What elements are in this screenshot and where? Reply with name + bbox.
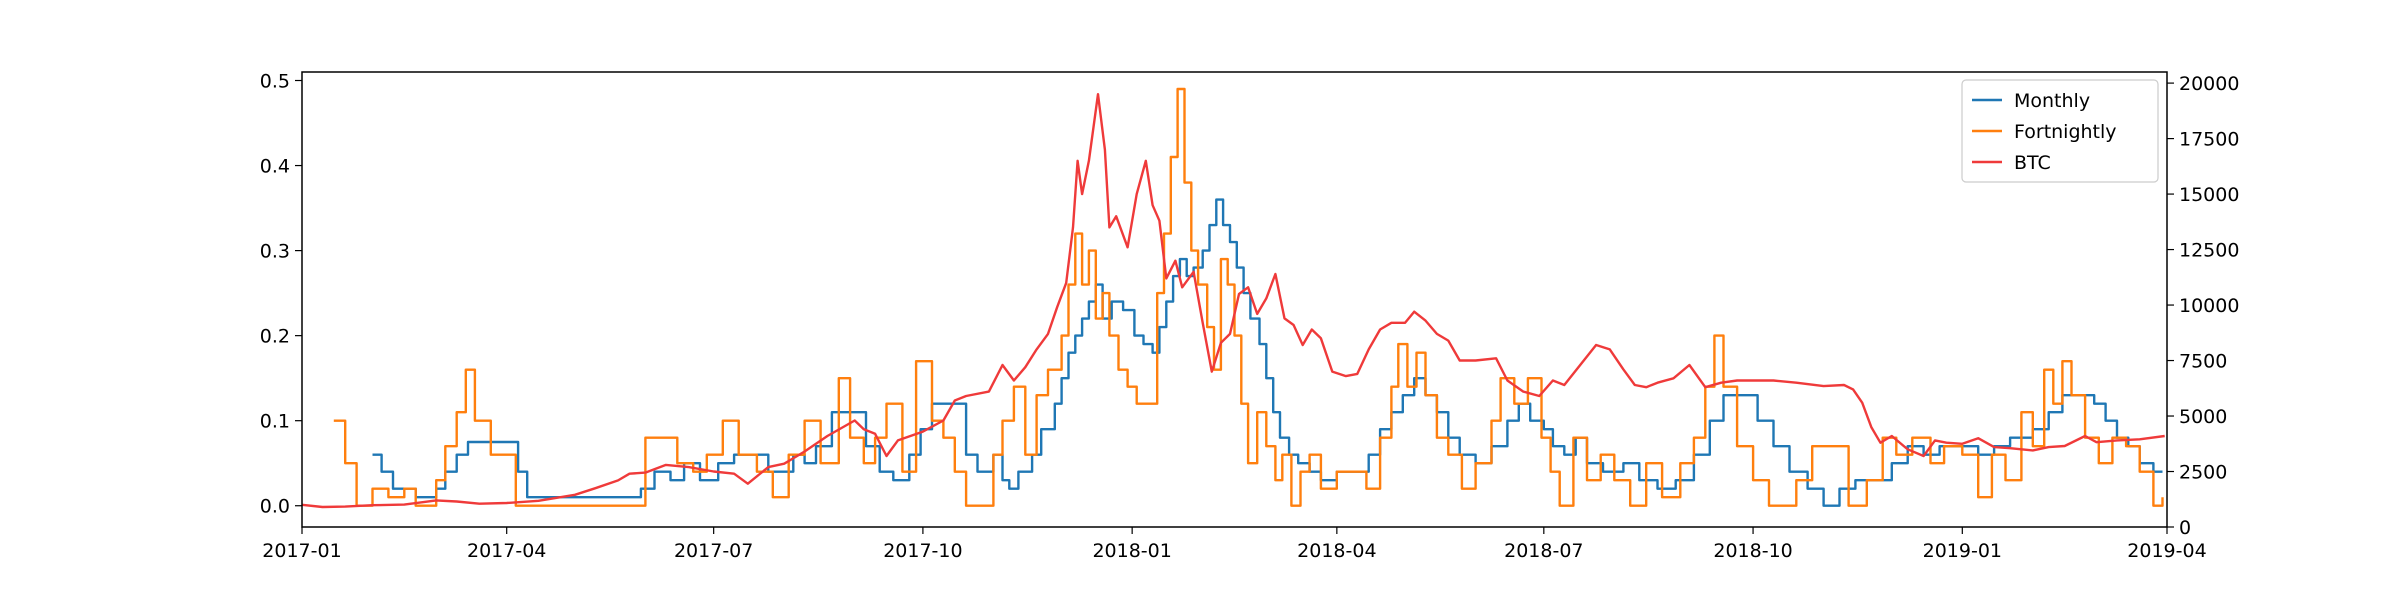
x-tick-label: 2019-01 <box>1923 540 2002 562</box>
series-line-fortnightly <box>333 87 2164 507</box>
y-left-tick-label: 0.3 <box>260 241 290 263</box>
plot-frame <box>301 71 2168 528</box>
legend-box <box>1961 79 2159 183</box>
y-left-tick-label: 0.4 <box>260 156 290 178</box>
series-layer <box>301 87 2165 509</box>
x-tick-label: 2019-04 <box>2127 540 2206 562</box>
y-right-tick-label: 17500 <box>2179 129 2239 151</box>
y-right-tick-label: 10000 <box>2179 295 2239 317</box>
x-tick-label: 2018-07 <box>1504 540 1583 562</box>
y-right-tick-label: 12500 <box>2179 240 2239 262</box>
series-line-btc <box>301 93 2165 509</box>
x-tick-label: 2017-07 <box>674 540 753 562</box>
y-left-tick-label: 0.5 <box>260 71 290 93</box>
legend: Monthly Fortnightly BTC <box>1961 79 2159 183</box>
y-right-tick-label: 2500 <box>2179 462 2227 484</box>
x-axis: 2017-01 2017-04 2017-07 2017-10 2018-01 2018-… <box>262 527 2207 562</box>
y-left-tick-label: 0.0 <box>260 496 290 518</box>
x-tick-label: 2018-01 <box>1092 540 1171 562</box>
x-tick-label: 2017-01 <box>262 540 341 562</box>
x-tick-label: 2018-04 <box>1297 540 1376 562</box>
y-right-tick-label: 5000 <box>2179 406 2227 428</box>
x-tick-label: 2017-04 <box>467 540 546 562</box>
y-right-tick-label: 20000 <box>2179 73 2239 95</box>
y-left-tick-label: 0.1 <box>260 411 290 433</box>
legend-label-btc: BTC <box>2014 152 2051 174</box>
y-right-tick-label: 0 <box>2179 517 2191 539</box>
y-axis-left: 0.0 0.1 0.2 0.3 0.4 0.5 <box>260 71 302 518</box>
y-right-tick-label: 7500 <box>2179 351 2227 373</box>
series-line-monthly <box>372 198 2163 507</box>
y-axis-right: 0 2500 5000 7500 10000 12500 15000 17500 20000 <box>2167 73 2239 539</box>
legend-label-fortnightly: Fortnightly <box>2014 121 2117 143</box>
x-tick-label: 2018-10 <box>1713 540 1792 562</box>
legend-label-monthly: Monthly <box>2014 90 2090 112</box>
y-left-tick-label: 0.2 <box>260 326 290 348</box>
y-right-tick-label: 15000 <box>2179 184 2239 206</box>
x-tick-label: 2017-10 <box>883 540 962 562</box>
